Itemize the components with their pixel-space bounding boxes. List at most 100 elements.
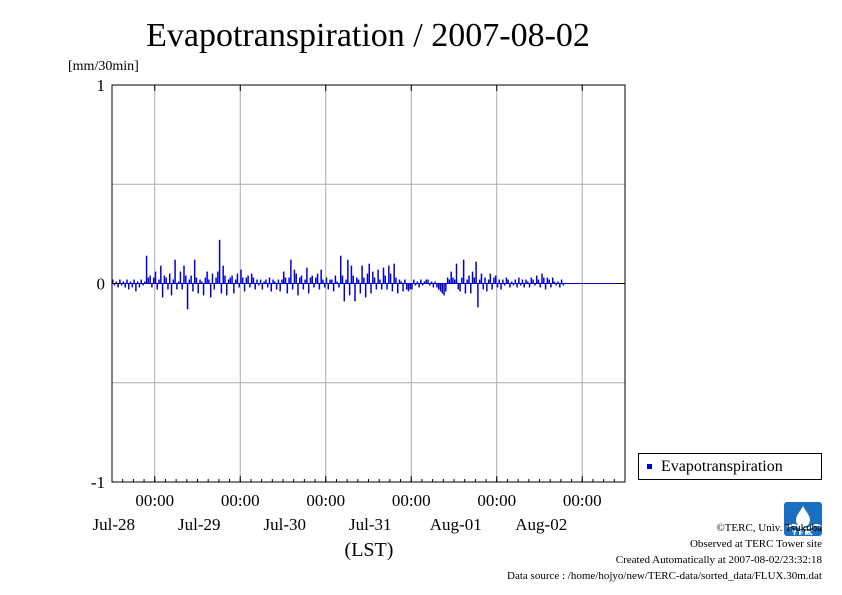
x-tick-date-label: Jul-30 xyxy=(264,515,307,534)
bar xyxy=(307,283,310,294)
bar xyxy=(172,279,175,284)
bar xyxy=(117,283,119,288)
bar xyxy=(377,269,379,284)
bar xyxy=(161,283,164,298)
bar xyxy=(493,277,495,284)
bar xyxy=(193,259,196,284)
bar xyxy=(553,281,556,284)
bar xyxy=(185,275,187,284)
bar xyxy=(316,273,319,284)
bar xyxy=(266,283,269,288)
x-tick-time-label: 00:00 xyxy=(563,491,602,510)
bar xyxy=(234,279,237,284)
credits-block: ©TERC, Univ. Tsukuba Observed at TERC To… xyxy=(507,520,822,584)
legend: Evapotranspiration xyxy=(638,453,822,480)
bar xyxy=(340,255,342,284)
bar xyxy=(357,279,360,284)
y-tick-label: 0 xyxy=(97,275,106,294)
bar xyxy=(290,259,292,284)
bar xyxy=(124,283,126,288)
bar xyxy=(158,279,160,284)
bar xyxy=(507,279,509,284)
bar xyxy=(496,283,499,288)
bar xyxy=(530,277,533,284)
bar xyxy=(325,277,328,284)
bar xyxy=(222,265,224,284)
bar xyxy=(165,277,167,284)
bar xyxy=(329,279,331,284)
bar xyxy=(279,283,281,292)
bar xyxy=(112,279,114,284)
bar xyxy=(315,277,317,284)
bar xyxy=(414,283,417,286)
bar xyxy=(359,283,362,294)
bar xyxy=(176,283,178,290)
bar xyxy=(318,283,321,290)
bar xyxy=(494,275,497,284)
bar xyxy=(557,281,559,284)
bar xyxy=(473,277,476,284)
bar xyxy=(537,279,540,284)
bar xyxy=(393,263,395,284)
bar xyxy=(445,283,447,292)
bar xyxy=(361,265,363,284)
bar xyxy=(400,281,403,284)
bar xyxy=(464,283,467,294)
bar xyxy=(516,283,518,288)
bar xyxy=(188,279,191,284)
bar xyxy=(452,277,454,284)
bar xyxy=(197,283,199,294)
bar xyxy=(372,271,374,284)
bar xyxy=(345,279,347,284)
bar xyxy=(202,283,205,296)
bar xyxy=(311,275,313,284)
bar xyxy=(128,283,130,290)
bar xyxy=(231,275,233,284)
bar xyxy=(245,277,248,284)
bar xyxy=(543,277,545,284)
bar xyxy=(475,261,477,284)
bar xyxy=(151,283,153,288)
bar xyxy=(559,283,561,288)
bar xyxy=(215,277,217,284)
terc-logo-icon xyxy=(784,502,822,536)
bar xyxy=(149,275,151,284)
bar xyxy=(186,283,189,310)
bar xyxy=(115,281,118,284)
bar xyxy=(299,277,301,284)
bar xyxy=(455,263,458,284)
bar xyxy=(120,283,123,286)
bar xyxy=(391,283,394,292)
bar xyxy=(448,279,451,284)
bar xyxy=(300,275,303,284)
bar xyxy=(169,273,171,284)
bar xyxy=(208,279,210,284)
bar xyxy=(418,283,420,288)
bar xyxy=(528,283,531,288)
bar xyxy=(167,283,169,290)
bar xyxy=(183,265,185,284)
bar xyxy=(302,283,305,290)
bar xyxy=(436,283,438,288)
x-axis-label: (LST) xyxy=(345,539,394,561)
bar xyxy=(220,283,223,294)
bar xyxy=(156,283,159,290)
bar xyxy=(154,271,157,284)
bar xyxy=(382,267,385,284)
x-tick-date-label: Jul-29 xyxy=(178,515,221,534)
chart-title: Evapotranspiration / 2007-08-02 xyxy=(146,17,590,54)
bar xyxy=(199,279,201,284)
bar xyxy=(354,283,356,302)
bar xyxy=(275,283,278,290)
bar xyxy=(284,277,287,284)
bar xyxy=(477,283,479,308)
x-tick-date-label: Jul-31 xyxy=(349,515,392,534)
bar xyxy=(544,283,547,290)
bar xyxy=(281,279,283,284)
bar xyxy=(334,275,337,284)
bar xyxy=(192,283,194,292)
series-bars xyxy=(112,239,565,310)
bar xyxy=(350,265,353,284)
bar xyxy=(423,281,426,284)
bar xyxy=(341,275,344,284)
